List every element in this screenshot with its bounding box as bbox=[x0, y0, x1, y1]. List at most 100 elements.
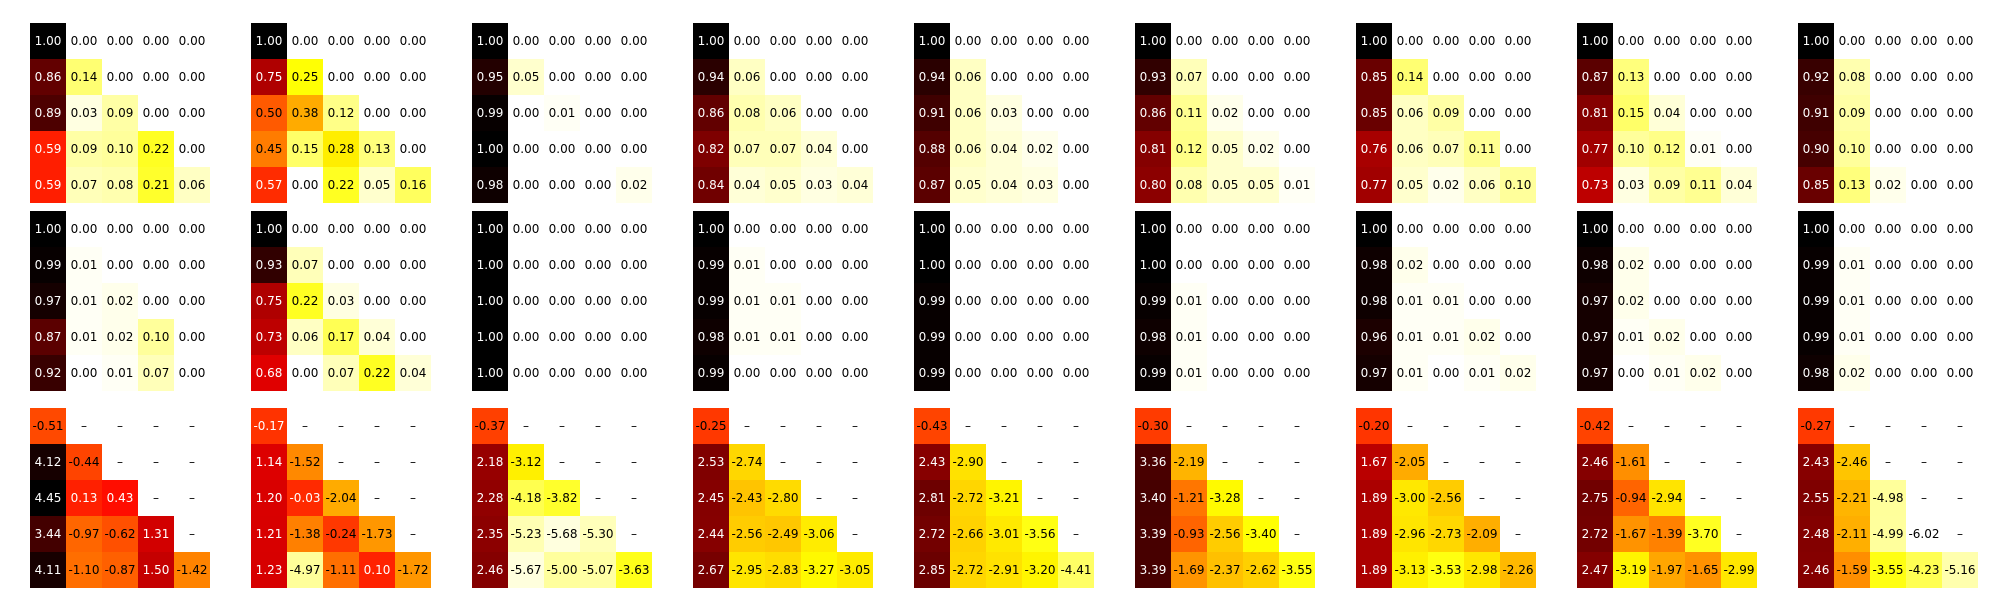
heatmap-cell-label: 0.99 bbox=[477, 106, 504, 120]
heatmap-cell bbox=[837, 355, 873, 391]
heatmap-cell-label: 0.89 bbox=[35, 106, 62, 120]
heatmap-cell bbox=[1356, 247, 1392, 283]
heatmap-panel-r2-p8: 1.00 0.00 0.00 0.00 0.00 0.98 0.02 0.00 0.00 0.00… bbox=[1577, 211, 1757, 391]
heatmap-cell bbox=[1207, 59, 1243, 95]
heatmap-cell bbox=[66, 23, 102, 59]
heatmap-cell-label: 0.00 bbox=[107, 70, 134, 84]
heatmap-cell bbox=[693, 247, 729, 283]
heatmap-cell-label: 0.73 bbox=[256, 330, 283, 344]
heatmap-cell-label: 0.11 bbox=[1176, 106, 1203, 120]
heatmap-cell-label: 0.00 bbox=[770, 34, 797, 48]
heatmap-cell-label: -4.23 bbox=[1908, 563, 1939, 577]
heatmap-cell bbox=[359, 480, 395, 516]
heatmap-cell-label: 1.00 bbox=[1140, 258, 1167, 272]
heatmap-cell-label: 0.00 bbox=[991, 330, 1018, 344]
heatmap-cell-label: 0.95 bbox=[477, 70, 504, 84]
heatmap-cell bbox=[472, 23, 508, 59]
heatmap-cell-label: 0.00 bbox=[513, 34, 540, 48]
heatmap-cell-label: -1.21 bbox=[1173, 491, 1204, 505]
heatmap-cell bbox=[1906, 283, 1942, 319]
heatmap-cell-label: -3.53 bbox=[1430, 563, 1461, 577]
heatmap-cell-label: 0.03 bbox=[806, 178, 833, 192]
heatmap-cell-label: 0.00 bbox=[143, 294, 170, 308]
heatmap-cell-label: 0.00 bbox=[991, 294, 1018, 308]
heatmap-cell-label: 0.02 bbox=[1618, 294, 1645, 308]
heatmap-cell-label: 1.31 bbox=[143, 527, 170, 541]
heatmap-cell-label: 0.00 bbox=[1433, 258, 1460, 272]
heatmap-cell-label: 0.07 bbox=[1433, 142, 1460, 156]
heatmap-cell bbox=[1392, 211, 1428, 247]
heatmap-cell bbox=[1613, 95, 1649, 131]
heatmap-cell bbox=[66, 516, 102, 552]
heatmap-cell-label: 0.00 bbox=[328, 222, 355, 236]
heatmap-cell bbox=[1356, 167, 1392, 203]
heatmap-cell-label: 0.01 bbox=[770, 294, 797, 308]
heatmap-cell-label: 1.00 bbox=[477, 34, 504, 48]
heatmap-cell-label: 0.00 bbox=[1947, 330, 1974, 344]
heatmap-cell bbox=[395, 283, 431, 319]
heatmap-cell bbox=[1649, 444, 1685, 480]
heatmap-cell bbox=[950, 552, 986, 588]
heatmap-cell-label: 0.00 bbox=[1063, 366, 1090, 380]
heatmap-cell bbox=[1171, 408, 1207, 444]
heatmap-cell-label: 0.00 bbox=[1690, 222, 1717, 236]
heatmap-cell-label: 1.00 bbox=[1803, 222, 1830, 236]
heatmap-cell-label: – bbox=[780, 419, 786, 433]
heatmap-cell bbox=[323, 552, 359, 588]
heatmap-cell-label: 0.11 bbox=[1690, 178, 1717, 192]
heatmap-cell-label: 0.01 bbox=[549, 106, 576, 120]
heatmap-cell bbox=[1058, 355, 1094, 391]
heatmap-cell-label: 0.00 bbox=[1690, 258, 1717, 272]
heatmap-cell-label: -0.87 bbox=[104, 563, 135, 577]
heatmap-cell bbox=[1135, 480, 1171, 516]
heatmap-cell bbox=[1243, 283, 1279, 319]
heatmap-cell bbox=[693, 23, 729, 59]
heatmap-cell bbox=[765, 131, 801, 167]
heatmap-cell-label: 1.00 bbox=[698, 34, 725, 48]
heatmap-cell-label: 0.00 bbox=[1469, 106, 1496, 120]
heatmap-cell bbox=[102, 283, 138, 319]
heatmap-cell bbox=[472, 355, 508, 391]
heatmap-cell bbox=[1356, 408, 1392, 444]
heatmap-cell-label: 0.00 bbox=[770, 258, 797, 272]
heatmap-panel-r1-p2: 1.00 0.00 0.00 0.00 0.00 0.75 0.25 0.00 0.00 0.00… bbox=[251, 23, 431, 203]
heatmap-cell-label: 0.00 bbox=[1618, 366, 1645, 380]
heatmap-cell-label: 0.22 bbox=[364, 366, 391, 380]
heatmap-cell-label: 0.68 bbox=[256, 366, 283, 380]
heatmap-cell-label: 0.22 bbox=[292, 294, 319, 308]
heatmap-cell bbox=[1022, 444, 1058, 480]
heatmap-cell-label: 0.00 bbox=[1505, 142, 1532, 156]
heatmap-cell-label: 0.00 bbox=[1063, 34, 1090, 48]
heatmap-cell bbox=[1577, 516, 1613, 552]
heatmap-cell bbox=[616, 355, 652, 391]
heatmap-cell-label: 0.00 bbox=[585, 70, 612, 84]
heatmap-cell-label: 4.11 bbox=[35, 563, 62, 577]
heatmap-cell-label: 3.44 bbox=[35, 527, 62, 541]
heatmap-cell-label: 0.07 bbox=[143, 366, 170, 380]
heatmap-cell bbox=[1577, 211, 1613, 247]
heatmap-cell-label: – bbox=[1073, 455, 1079, 469]
heatmap-cell bbox=[1171, 444, 1207, 480]
heatmap-cell bbox=[837, 408, 873, 444]
heatmap-cell bbox=[1613, 408, 1649, 444]
heatmap-cell bbox=[287, 131, 323, 167]
heatmap-cell bbox=[30, 23, 66, 59]
heatmap-cell-label: 0.00 bbox=[1726, 70, 1753, 84]
heatmap-cell-label: 0.04 bbox=[1726, 178, 1753, 192]
heatmap-cell bbox=[1356, 516, 1392, 552]
heatmap-cell-label: 0.99 bbox=[698, 294, 725, 308]
heatmap-cell-label: -1.69 bbox=[1173, 563, 1204, 577]
heatmap-cell bbox=[30, 131, 66, 167]
heatmap-cell-label: 0.00 bbox=[1397, 34, 1424, 48]
heatmap-cell bbox=[1870, 516, 1906, 552]
heatmap-cell bbox=[1685, 444, 1721, 480]
heatmap-cell bbox=[544, 355, 580, 391]
heatmap-cell bbox=[174, 283, 210, 319]
heatmap-cell bbox=[1721, 552, 1757, 588]
heatmap-cell bbox=[472, 59, 508, 95]
heatmap-cell-label: -2.49 bbox=[767, 527, 798, 541]
heatmap-cell bbox=[1942, 283, 1978, 319]
heatmap-cell-label: 0.99 bbox=[1803, 258, 1830, 272]
heatmap-cell bbox=[765, 552, 801, 588]
heatmap-cell-label: -1.10 bbox=[68, 563, 99, 577]
